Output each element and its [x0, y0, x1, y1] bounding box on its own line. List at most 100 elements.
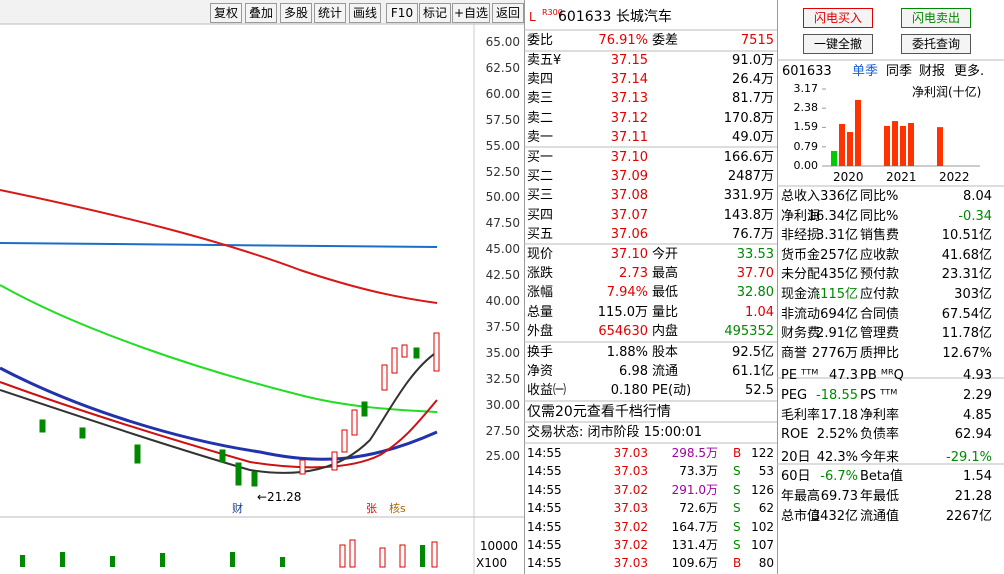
field-label: 最低: [652, 285, 679, 301]
field-value: 37.10: [610, 247, 648, 262]
field-value: 62.94: [954, 427, 992, 443]
field-value: 694亿: [820, 306, 858, 322]
field-value: 92.5亿: [732, 345, 774, 360]
finance-tab[interactable]: 更多.: [954, 64, 985, 79]
field-label: 现价: [527, 247, 554, 262]
volume-bars: [20, 539, 438, 568]
field-value: 67.54亿: [941, 306, 992, 322]
market-tag: L: [529, 10, 536, 24]
field-value: 2.29: [963, 388, 992, 403]
promo-link[interactable]: 仅需20元查看千档行情: [527, 404, 671, 420]
book-price: 37.08: [610, 188, 648, 204]
action-button[interactable]: 闪电买入: [803, 8, 873, 28]
finance-tab[interactable]: 单季: [852, 64, 879, 79]
action-button[interactable]: 一键全撤: [803, 34, 873, 54]
field-label: 量比: [652, 304, 679, 320]
field-label: ROE: [781, 427, 809, 443]
quote-dividers: [524, 29, 1004, 465]
toolbar-button[interactable]: +自选: [452, 3, 490, 23]
action-button[interactable]: 委托查询: [901, 34, 971, 54]
trade-side: B: [733, 556, 742, 571]
book-price: 37.11: [610, 129, 648, 145]
finance-tab[interactable]: 财报: [919, 64, 946, 79]
toolbar-button[interactable]: 标记: [419, 3, 451, 23]
book-level: 买五: [527, 226, 554, 242]
toolbar-button[interactable]: F10: [386, 3, 418, 23]
trade-price: 37.03: [613, 464, 648, 479]
field-label: 股本: [652, 345, 679, 360]
trade-count: 107: [751, 538, 774, 552]
field-value: 435亿: [820, 267, 858, 283]
field-label: 净利率: [860, 407, 900, 423]
field-label: 总市值: [781, 508, 821, 524]
trade-count: 126: [751, 482, 774, 497]
field-value: 7.94%: [606, 285, 648, 301]
bar: [831, 150, 837, 166]
field-label: 负债率: [860, 427, 900, 443]
field-label: 非流动: [781, 306, 821, 322]
price-tick: 52.50: [485, 164, 520, 179]
field-value: 52.5: [745, 383, 774, 399]
field-value: -29.1%: [946, 449, 992, 465]
x-tick-label: 2021: [886, 170, 917, 184]
price-tick: 42.50: [485, 268, 520, 283]
trade-price: 37.03: [613, 501, 648, 516]
field-label: 毛利率: [781, 407, 821, 423]
field-value: 42.3%: [816, 449, 858, 465]
field-value: 4.85: [963, 407, 992, 423]
trade-side: S: [733, 538, 741, 552]
field-value: 2267亿: [945, 508, 992, 524]
toolbar-button[interactable]: 画线: [349, 3, 381, 23]
field-label: PB ᴹᴿQ: [860, 368, 904, 384]
field-label: 收益㈠: [527, 383, 567, 399]
field-label: 质押比: [860, 345, 900, 361]
field-value: 32.80: [736, 285, 774, 301]
toolbar-button[interactable]: 复权: [210, 3, 242, 23]
low-label: ←21.28: [257, 490, 302, 504]
event-marker: 张: [366, 502, 377, 515]
trade-time: 14:55: [527, 464, 562, 479]
trade-volume: 72.6万: [679, 501, 718, 516]
book-volume: 166.6万: [723, 150, 774, 165]
price-tick: 32.50: [485, 371, 520, 386]
action-button[interactable]: 闪电卖出: [901, 8, 971, 28]
chart-title: 净利润(十亿): [912, 85, 982, 99]
toolbar-button[interactable]: 叠加: [245, 3, 277, 23]
toolbar-button[interactable]: 多股: [280, 3, 312, 23]
finance-tab[interactable]: 同季: [886, 64, 913, 79]
field-value: 47.3: [829, 368, 858, 384]
field-value: 17.18: [820, 407, 858, 423]
field-value: 257亿: [820, 247, 858, 263]
bar: [839, 123, 845, 166]
field-label: 流通: [652, 364, 679, 380]
toolbar-button[interactable]: 统计: [314, 3, 346, 23]
field-value: 2776万: [811, 345, 858, 361]
field-label: 同比%: [860, 208, 899, 224]
field-value: 303亿: [954, 287, 992, 302]
trade-volume: 131.4万: [671, 538, 718, 552]
book-volume: 76.7万: [732, 226, 774, 242]
trade-side: S: [733, 501, 741, 516]
field-value: 33.53: [736, 247, 774, 262]
field-value: -115亿: [815, 287, 858, 302]
field-label: 今年来: [860, 449, 900, 465]
candles: [39, 332, 440, 487]
field-label: Beta值: [860, 469, 903, 485]
book-volume: 49.0万: [732, 129, 774, 145]
bar: [908, 123, 914, 166]
field-value: 3432亿: [811, 508, 858, 524]
book-level: 买一: [527, 150, 554, 165]
field-value: -18.55: [816, 388, 858, 403]
trade-time: 14:55: [527, 446, 562, 460]
field-label: PE ᵀᵀᴹ: [781, 368, 819, 384]
field-label: PS ᵀᵀᴹ: [860, 388, 898, 403]
field-label: 净利润: [781, 208, 821, 224]
toolbar-button[interactable]: 返回: [492, 3, 524, 23]
field-label: PE(动): [652, 383, 692, 399]
field-label: 今开: [652, 247, 679, 262]
x-tick-label: 2020: [833, 170, 864, 184]
field-value: 115.0万: [597, 304, 648, 320]
price-tick: 40.00: [485, 294, 520, 308]
field-value: 11.78亿: [941, 326, 992, 342]
